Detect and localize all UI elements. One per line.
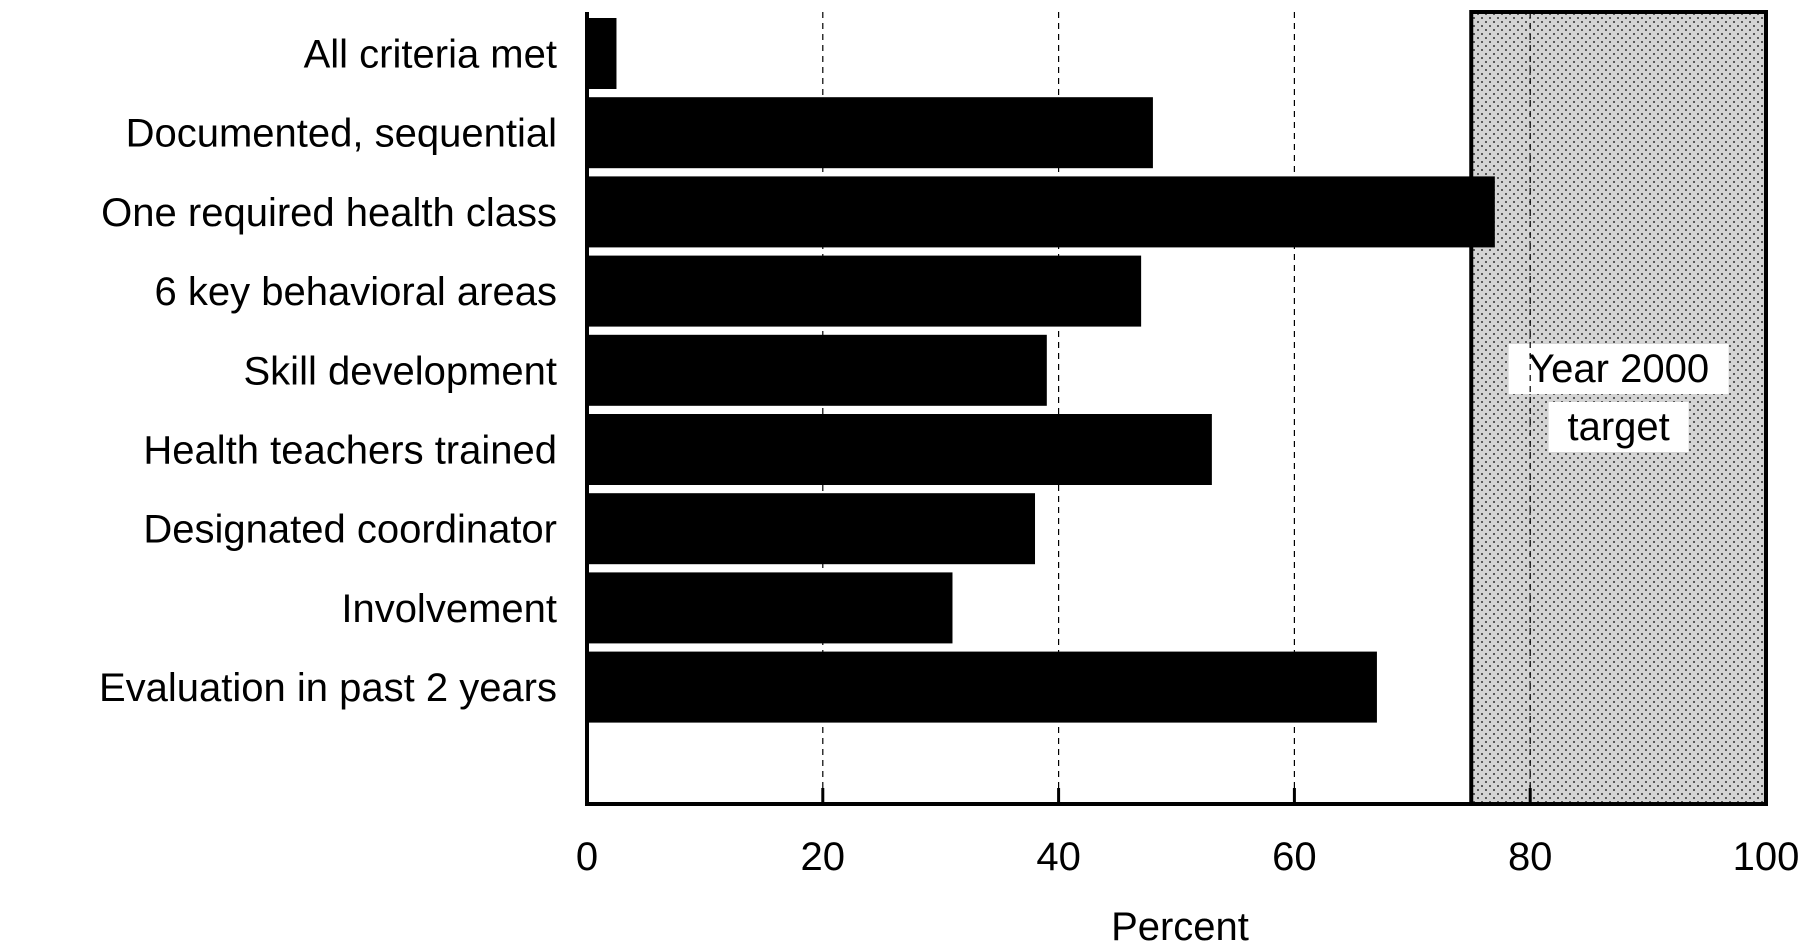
bar bbox=[587, 335, 1047, 406]
x-tick-label: 0 bbox=[576, 835, 598, 879]
category-label: Skill development bbox=[244, 349, 558, 393]
bar bbox=[587, 18, 616, 89]
bar bbox=[587, 256, 1141, 327]
category-label: Involvement bbox=[341, 587, 557, 631]
x-tick-label: 20 bbox=[801, 835, 846, 879]
bar bbox=[587, 176, 1495, 247]
x-tick-label: 100 bbox=[1733, 835, 1800, 879]
bar bbox=[587, 414, 1212, 485]
category-label: All criteria met bbox=[304, 33, 557, 77]
category-label: 6 key behavioral areas bbox=[155, 270, 557, 314]
category-label: Documented, sequential bbox=[126, 112, 557, 156]
bar bbox=[587, 97, 1153, 168]
bar bbox=[587, 572, 952, 643]
bar bbox=[587, 493, 1035, 564]
category-label: Health teachers trained bbox=[143, 429, 557, 473]
x-axis-title: Percent bbox=[1111, 905, 1249, 947]
x-tick-label: 60 bbox=[1272, 835, 1317, 879]
x-tick-label: 80 bbox=[1508, 835, 1553, 879]
target-label-line: Year 2000 bbox=[1528, 347, 1709, 391]
bar bbox=[587, 652, 1377, 723]
category-label: Designated coordinator bbox=[143, 508, 557, 552]
category-label: Evaluation in past 2 years bbox=[99, 666, 557, 710]
target-label-line: target bbox=[1567, 405, 1669, 449]
category-label: One required health class bbox=[101, 191, 557, 235]
x-tick-label: 40 bbox=[1036, 835, 1081, 879]
